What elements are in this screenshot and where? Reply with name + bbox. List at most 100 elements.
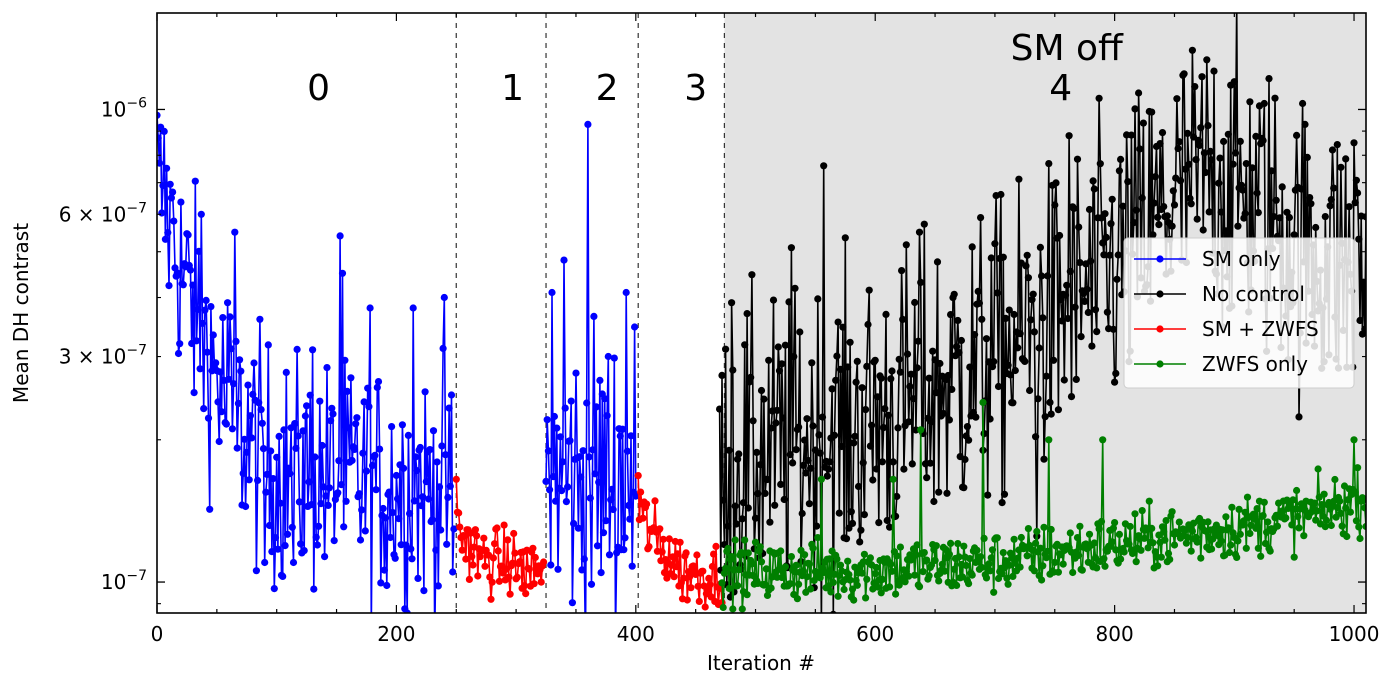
data-point bbox=[1076, 522, 1084, 530]
data-point bbox=[365, 403, 373, 411]
data-point bbox=[1083, 285, 1091, 293]
data-point bbox=[1361, 504, 1366, 512]
data-point bbox=[1285, 213, 1293, 222]
data-point bbox=[580, 555, 588, 563]
data-point bbox=[841, 234, 849, 242]
data-point bbox=[1198, 73, 1206, 81]
data-point bbox=[998, 570, 1006, 578]
data-point bbox=[985, 560, 993, 568]
data-point bbox=[237, 367, 245, 375]
data-point bbox=[323, 364, 331, 372]
data-point bbox=[420, 587, 428, 595]
data-point bbox=[347, 374, 355, 382]
data-point bbox=[1067, 393, 1076, 401]
data-point bbox=[440, 293, 448, 302]
data-point bbox=[1273, 522, 1281, 530]
data-point bbox=[489, 554, 497, 562]
legend-label: SM only bbox=[1202, 247, 1281, 271]
data-point bbox=[1008, 554, 1016, 562]
data-point bbox=[592, 403, 600, 411]
data-point bbox=[741, 536, 749, 544]
data-point bbox=[204, 414, 213, 422]
data-point bbox=[1282, 514, 1290, 522]
data-point bbox=[747, 373, 755, 381]
data-point bbox=[1206, 147, 1214, 155]
data-point bbox=[1065, 132, 1073, 140]
data-point bbox=[701, 603, 709, 611]
data-point bbox=[1246, 98, 1254, 106]
data-point bbox=[659, 535, 667, 543]
data-point bbox=[307, 501, 315, 509]
data-point bbox=[158, 209, 166, 217]
data-point bbox=[1362, 522, 1366, 531]
data-point bbox=[1352, 176, 1360, 184]
data-point bbox=[874, 583, 882, 591]
data-point bbox=[593, 542, 602, 550]
data-point bbox=[189, 281, 197, 289]
data-point bbox=[840, 585, 848, 594]
data-point bbox=[796, 328, 804, 336]
data-point bbox=[763, 475, 772, 484]
data-point bbox=[777, 547, 785, 555]
data-point bbox=[953, 581, 961, 590]
data-point bbox=[318, 441, 326, 450]
data-point bbox=[400, 464, 408, 472]
phase-label: 4 bbox=[1049, 68, 1072, 109]
data-point bbox=[729, 366, 737, 374]
data-point bbox=[1295, 413, 1303, 421]
data-point bbox=[817, 475, 826, 483]
data-point bbox=[813, 522, 821, 530]
series-sm-zwfs bbox=[452, 472, 726, 611]
data-point bbox=[833, 352, 841, 360]
data-point bbox=[449, 568, 457, 576]
data-point bbox=[416, 443, 424, 452]
data-point bbox=[195, 247, 203, 255]
data-point bbox=[760, 395, 768, 403]
data-point bbox=[273, 453, 281, 461]
data-point bbox=[778, 573, 786, 582]
data-point bbox=[371, 451, 379, 459]
data-point bbox=[395, 515, 403, 523]
data-point bbox=[978, 563, 986, 572]
data-point bbox=[428, 516, 436, 524]
data-point bbox=[799, 461, 808, 469]
data-point bbox=[564, 483, 572, 491]
data-point bbox=[305, 478, 313, 486]
data-point bbox=[321, 553, 329, 561]
data-point bbox=[462, 555, 470, 563]
data-point bbox=[1208, 545, 1216, 553]
data-point bbox=[1225, 548, 1234, 557]
data-point bbox=[1138, 194, 1146, 202]
data-point bbox=[1024, 274, 1032, 282]
data-point bbox=[625, 501, 633, 510]
data-point bbox=[712, 542, 720, 551]
data-point bbox=[584, 120, 592, 128]
data-point bbox=[1021, 357, 1029, 365]
data-point bbox=[1331, 475, 1339, 484]
data-point bbox=[1109, 325, 1117, 333]
data-point bbox=[1039, 562, 1047, 570]
data-point bbox=[1326, 202, 1334, 210]
data-point bbox=[1270, 213, 1278, 221]
data-point bbox=[1350, 139, 1358, 147]
data-point bbox=[1239, 186, 1247, 194]
data-point bbox=[1166, 555, 1174, 564]
data-point bbox=[197, 210, 205, 218]
data-point bbox=[560, 256, 568, 264]
data-point bbox=[765, 356, 773, 364]
data-point bbox=[829, 578, 837, 587]
legend-entry: No control bbox=[1134, 282, 1305, 306]
data-point bbox=[1322, 516, 1331, 525]
data-point bbox=[1023, 552, 1031, 560]
data-point bbox=[1111, 519, 1119, 527]
data-point bbox=[787, 244, 796, 252]
data-point bbox=[1070, 204, 1078, 213]
data-point bbox=[997, 190, 1005, 199]
data-point bbox=[1034, 395, 1042, 403]
data-point bbox=[245, 476, 253, 484]
data-point bbox=[848, 519, 857, 528]
data-point bbox=[282, 368, 290, 376]
data-point bbox=[628, 562, 636, 570]
data-point bbox=[209, 331, 217, 339]
data-point bbox=[751, 514, 760, 522]
